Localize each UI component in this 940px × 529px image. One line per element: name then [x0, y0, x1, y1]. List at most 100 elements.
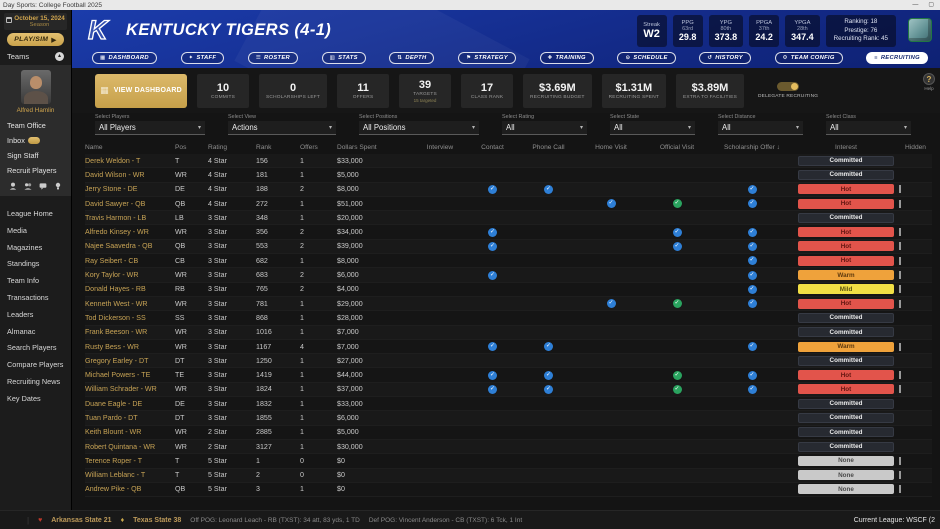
- tab-recruiting[interactable]: ≡ RECRUITING: [866, 52, 928, 64]
- column-header-hidden[interactable]: Hidden: [905, 144, 926, 151]
- recruit-name[interactable]: Andrew Pike - QB: [85, 485, 142, 494]
- sidebar-item-sign-staff[interactable]: Sign Staff: [0, 148, 71, 163]
- sidebar-item-transactions[interactable]: Transactions: [7, 292, 49, 302]
- tab-staff[interactable]: ✦ STAFF: [180, 52, 225, 64]
- column-header-official-visit[interactable]: Official Visit: [659, 144, 695, 151]
- ticker-away-score[interactable]: Arkansas State 21: [51, 516, 112, 524]
- hidden-checkbox[interactable]: [899, 342, 901, 351]
- column-header-interview[interactable]: Interview: [426, 144, 454, 151]
- table-row[interactable]: Travis Harmon - LB LB 3 Star 348 1 $20,000 Com…: [85, 211, 932, 226]
- coach-icon[interactable]: [9, 182, 17, 190]
- filter-dropdown[interactable]: All ▾: [610, 121, 695, 135]
- window-minimize-icon[interactable]: —: [912, 2, 919, 8]
- column-header-home-visit[interactable]: Home Visit: [595, 144, 627, 151]
- recruit-name[interactable]: Donald Hayes - RB: [85, 285, 146, 294]
- tab-training[interactable]: ✚ TRAINING: [539, 52, 594, 64]
- hidden-checkbox[interactable]: [899, 456, 901, 465]
- column-header-rank[interactable]: Rank: [256, 144, 272, 151]
- recruit-name[interactable]: Ray Seibert - CB: [85, 256, 139, 265]
- sidebar-item-almanac[interactable]: Almanac: [7, 326, 36, 336]
- filter-dropdown[interactable]: All ▾: [502, 121, 587, 135]
- column-header-contact[interactable]: Contact: [481, 144, 504, 151]
- sidebar-item-league-home[interactable]: League Home: [7, 209, 53, 218]
- column-header-name[interactable]: Name: [85, 144, 103, 151]
- ticker-home-score[interactable]: Texas State 38: [133, 516, 182, 524]
- table-row[interactable]: Kory Taylor - WR WR 3 Star 683 2 $6,000 ✓ ✓ Warm: [85, 268, 932, 283]
- sidebar-item-search-players[interactable]: Search Players: [7, 343, 57, 353]
- filter-dropdown[interactable]: All ▾: [826, 121, 911, 135]
- view-dashboard-button[interactable]: ▦ VIEW DASHBOARD: [95, 73, 187, 108]
- table-row[interactable]: Kenneth West - WR WR 3 Star 781 1 $29,000 ✓ ✓ ✓ H…: [85, 296, 932, 312]
- sidebar-item-inbox[interactable]: Inbox: [0, 133, 71, 148]
- sidebar-item-magazines[interactable]: Magazines: [7, 242, 43, 252]
- teams-row[interactable]: Teams ▴: [0, 49, 71, 65]
- sidebar-item-compare-players[interactable]: Compare Players: [7, 360, 64, 370]
- column-header-offers[interactable]: Offers: [300, 144, 318, 151]
- table-row[interactable]: William Leblanc - T T 5 Star 2 0 $0 None: [85, 468, 932, 483]
- table-row[interactable]: Terence Roper - T T 5 Star 1 0 $0 None: [85, 454, 932, 469]
- recruit-name[interactable]: Derek Weldon - T: [85, 156, 141, 165]
- filter-dropdown[interactable]: All ▾: [718, 121, 803, 135]
- hidden-checkbox[interactable]: [899, 299, 901, 308]
- table-row[interactable]: Keith Blount - WR WR 2 Star 2885 1 $5,000 Comm…: [85, 425, 932, 440]
- column-header-rating[interactable]: Rating: [208, 144, 228, 151]
- recruit-name[interactable]: Frank Beeson - WR: [85, 328, 148, 337]
- recruit-name[interactable]: William Leblanc - T: [85, 471, 146, 480]
- recruit-name[interactable]: Kory Taylor - WR: [85, 271, 139, 280]
- help-icon[interactable]: ?: [923, 73, 935, 85]
- sidebar-item-recruiting-news[interactable]: Recruiting News: [7, 376, 61, 386]
- recruit-name[interactable]: Rusty Bess - WR: [85, 342, 139, 351]
- table-row[interactable]: Donald Hayes - RB RB 3 Star 765 2 $4,000 ✓ Mild: [85, 282, 932, 297]
- tab-stats[interactable]: ▥ STATS: [321, 52, 366, 64]
- recruit-name[interactable]: William Schrader - WR: [85, 385, 157, 394]
- filter-dropdown[interactable]: Actions ▾: [228, 121, 336, 135]
- recruit-name[interactable]: David Wilson - WR: [85, 170, 145, 179]
- recruit-name[interactable]: Duane Eagle - DE: [85, 399, 143, 408]
- table-row[interactable]: Michael Powers - TE TE 3 Star 1419 1 $44,000 ✓…: [85, 368, 932, 383]
- delegate-toggle[interactable]: [777, 82, 800, 91]
- recruit-name[interactable]: Kenneth West - WR: [85, 299, 148, 308]
- hidden-checkbox[interactable]: [899, 485, 901, 494]
- message-icon[interactable]: [39, 182, 47, 190]
- sidebar-item-team-office[interactable]: Team Office: [0, 118, 71, 133]
- filter-dropdown[interactable]: All Players ▾: [95, 121, 205, 135]
- hidden-checkbox[interactable]: [899, 371, 901, 380]
- sidebar-item-team-info[interactable]: Team Info: [7, 276, 40, 286]
- recruit-name[interactable]: Najee Saavedra - QB: [85, 242, 153, 251]
- recruit-name[interactable]: Jerry Stone - DE: [85, 185, 138, 194]
- recruit-name[interactable]: Robert Quintana - WR: [85, 442, 156, 451]
- recruit-name[interactable]: Keith Blount - WR: [85, 428, 142, 437]
- staff-group-icon[interactable]: [24, 182, 32, 190]
- table-row[interactable]: Duane Eagle - DE DE 3 Star 1832 1 $33,000 Comm…: [85, 397, 932, 412]
- recruit-name[interactable]: Michael Powers - TE: [85, 371, 151, 380]
- recruit-name[interactable]: Tod Dickerson - SS: [85, 313, 146, 322]
- hidden-checkbox[interactable]: [899, 271, 901, 280]
- table-row[interactable]: Frank Beeson - WR WR 3 Star 1016 1 $7,000 Comm…: [85, 325, 932, 340]
- table-row[interactable]: William Schrader - WR WR 3 Star 1824 1 $37,00…: [85, 382, 932, 398]
- table-row[interactable]: Tod Dickerson - SS SS 3 Star 868 1 $28,000 Com…: [85, 311, 932, 326]
- recruit-name[interactable]: Travis Harmon - LB: [85, 213, 147, 222]
- hidden-checkbox[interactable]: [899, 471, 901, 480]
- recruit-name[interactable]: Terence Roper - T: [85, 456, 143, 465]
- sidebar-item-key-dates[interactable]: Key Dates: [7, 393, 41, 403]
- table-row[interactable]: Derek Weldon - T T 4 Star 156 1 $33,000 Commit…: [85, 154, 932, 169]
- sidebar-item-standings[interactable]: Standings: [7, 259, 40, 269]
- tab-history[interactable]: ↺ HISTORY: [699, 52, 751, 64]
- table-row[interactable]: Najee Saavedra - QB QB 3 Star 553 2 $39,000 ✓ ✓…: [85, 239, 932, 255]
- idea-icon[interactable]: [54, 182, 62, 190]
- tab-roster[interactable]: ☰ ROSTER: [247, 52, 299, 64]
- table-row[interactable]: Andrew Pike - QB QB 5 Star 3 1 $0 None: [85, 482, 932, 498]
- column-header-phone-call[interactable]: Phone Call: [532, 144, 565, 151]
- hidden-checkbox[interactable]: [899, 228, 901, 237]
- tab-team-config[interactable]: ⚙ TEAM CONFIG: [774, 52, 843, 64]
- table-row[interactable]: David Sawyer - QB QB 4 Star 272 1 $51,000 ✓ ✓ ✓ H…: [85, 196, 932, 212]
- tab-strategy[interactable]: ⚑ STRATEGY: [458, 52, 516, 64]
- recruit-name[interactable]: David Sawyer - QB: [85, 199, 146, 208]
- table-row[interactable]: Alfredo Kinsey - WR WR 3 Star 356 2 $34,000 ✓ ✓…: [85, 225, 932, 240]
- table-row[interactable]: Ray Seibert - CB CB 3 Star 682 1 $8,000 ✓ Hot: [85, 254, 932, 269]
- hidden-checkbox[interactable]: [899, 256, 901, 265]
- tab-dashboard[interactable]: ▦ DASHBOARD: [92, 52, 157, 64]
- tab-schedule[interactable]: ⊙ SCHEDULE: [617, 52, 676, 64]
- hidden-checkbox[interactable]: [899, 199, 901, 208]
- hidden-checkbox[interactable]: [899, 285, 901, 294]
